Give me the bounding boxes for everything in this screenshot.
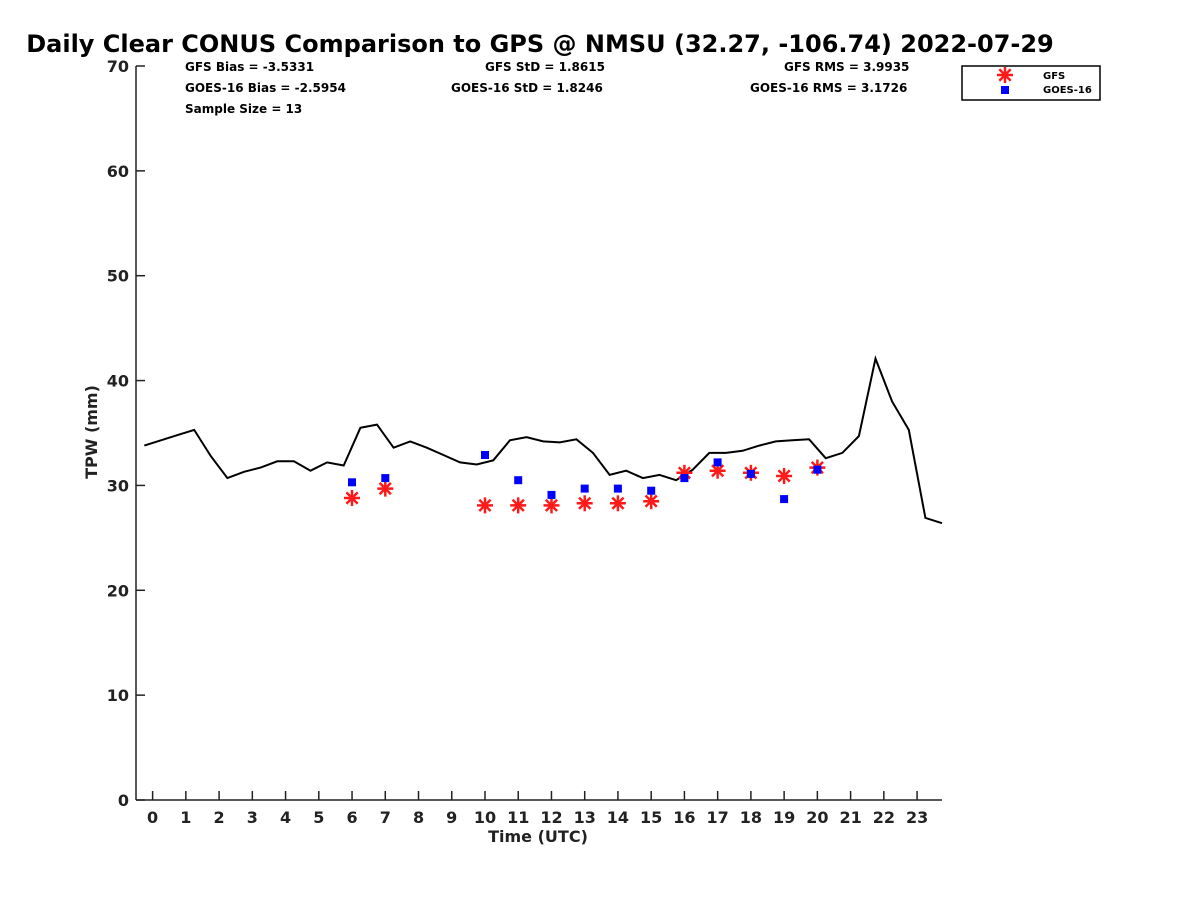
y-tick-label: 40 xyxy=(107,372,129,391)
y-tick-label: 50 xyxy=(107,267,129,286)
gfs-point xyxy=(377,480,394,497)
x-tick-label: 22 xyxy=(873,808,895,827)
x-tick-label: 18 xyxy=(740,808,762,827)
x-tick-label: 9 xyxy=(446,808,457,827)
goes-std-text: GOES-16 StD = 1.8246 xyxy=(451,81,603,95)
x-tick-label: 7 xyxy=(380,808,391,827)
x-tick-label: 0 xyxy=(147,808,158,827)
stats-block: GFS Bias = -3.5331 GOES-16 Bias = -2.595… xyxy=(185,60,909,116)
y-tick-label: 30 xyxy=(107,476,129,495)
gfs-std-text: GFS StD = 1.8615 xyxy=(485,60,605,74)
x-tick-label: 5 xyxy=(313,808,324,827)
gfs-point xyxy=(643,493,660,510)
x-tick-label: 23 xyxy=(906,808,928,827)
x-tick-label: 16 xyxy=(673,808,695,827)
goes-point xyxy=(680,474,689,483)
goes-point xyxy=(348,478,356,487)
goes-point xyxy=(813,465,822,474)
gfs-bias-text: GFS Bias = -3.5331 xyxy=(185,60,314,74)
legend-gfs-label: GFS xyxy=(1043,71,1065,82)
sample-size-text: Sample Size = 13 xyxy=(185,102,302,116)
gfs-point xyxy=(543,497,560,514)
goes-rms-text: GOES-16 RMS = 3.1726 xyxy=(750,81,907,95)
x-tick-label: 13 xyxy=(574,808,596,827)
gfs-rms-text: GFS RMS = 3.9935 xyxy=(784,60,909,74)
y-tick-label: 10 xyxy=(107,686,129,705)
x-tick-label: 2 xyxy=(214,808,225,827)
goes-point xyxy=(580,484,589,493)
x-tick-label: 15 xyxy=(640,808,662,827)
legend-star-glyph xyxy=(997,67,1013,83)
x-tick-label: 3 xyxy=(247,808,258,827)
gfs-point xyxy=(609,495,626,512)
legend-gfs-star-icon xyxy=(997,67,1013,83)
x-tick-label: 20 xyxy=(806,808,828,827)
goes-point xyxy=(613,484,622,493)
x-tick-label: 19 xyxy=(773,808,795,827)
legend-goes-square-icon xyxy=(1001,86,1009,94)
legend: GFS GOES-16 xyxy=(961,65,1101,101)
gfs-point xyxy=(576,495,593,512)
goes-point xyxy=(547,490,556,499)
goes-point xyxy=(713,458,722,467)
x-tick-label: 10 xyxy=(474,808,496,827)
x-tick-label: 6 xyxy=(346,808,357,827)
goes-point xyxy=(381,474,390,483)
y-tick-label: 20 xyxy=(107,581,129,600)
y-tick-label: 0 xyxy=(118,791,129,810)
x-tick-label: 21 xyxy=(839,808,861,827)
x-tick-label: 11 xyxy=(507,808,529,827)
x-tick-label: 17 xyxy=(707,808,729,827)
gfs-point xyxy=(776,468,793,484)
chart-title: Daily Clear CONUS Comparison to GPS @ NM… xyxy=(26,30,1054,58)
legend-goes-label: GOES-16 xyxy=(1043,85,1092,96)
goes-bias-text: GOES-16 Bias = -2.5954 xyxy=(185,81,346,95)
x-tick-label: 12 xyxy=(540,808,562,827)
goes-point xyxy=(746,469,755,478)
x-tick-label: 8 xyxy=(413,808,424,827)
y-tick-label: 70 xyxy=(107,57,129,76)
y-tick-label: 60 xyxy=(107,162,129,181)
goes-point xyxy=(647,486,656,495)
gfs-point xyxy=(344,490,360,506)
legend-box xyxy=(961,65,1101,101)
goes-point xyxy=(514,476,523,485)
gfs-point xyxy=(510,497,527,514)
data-marks xyxy=(143,355,943,525)
goes-point xyxy=(481,451,489,459)
y-axis-label: TPW (mm) xyxy=(82,385,101,479)
x-tick-label: 4 xyxy=(280,808,291,827)
gfs-point xyxy=(477,497,493,514)
x-tick-label: 1 xyxy=(180,808,191,827)
x-tick-label: 14 xyxy=(607,808,629,827)
gps-tpw-line xyxy=(143,355,943,525)
goes-point xyxy=(780,495,789,504)
x-axis-label: Time (UTC) xyxy=(488,827,588,846)
